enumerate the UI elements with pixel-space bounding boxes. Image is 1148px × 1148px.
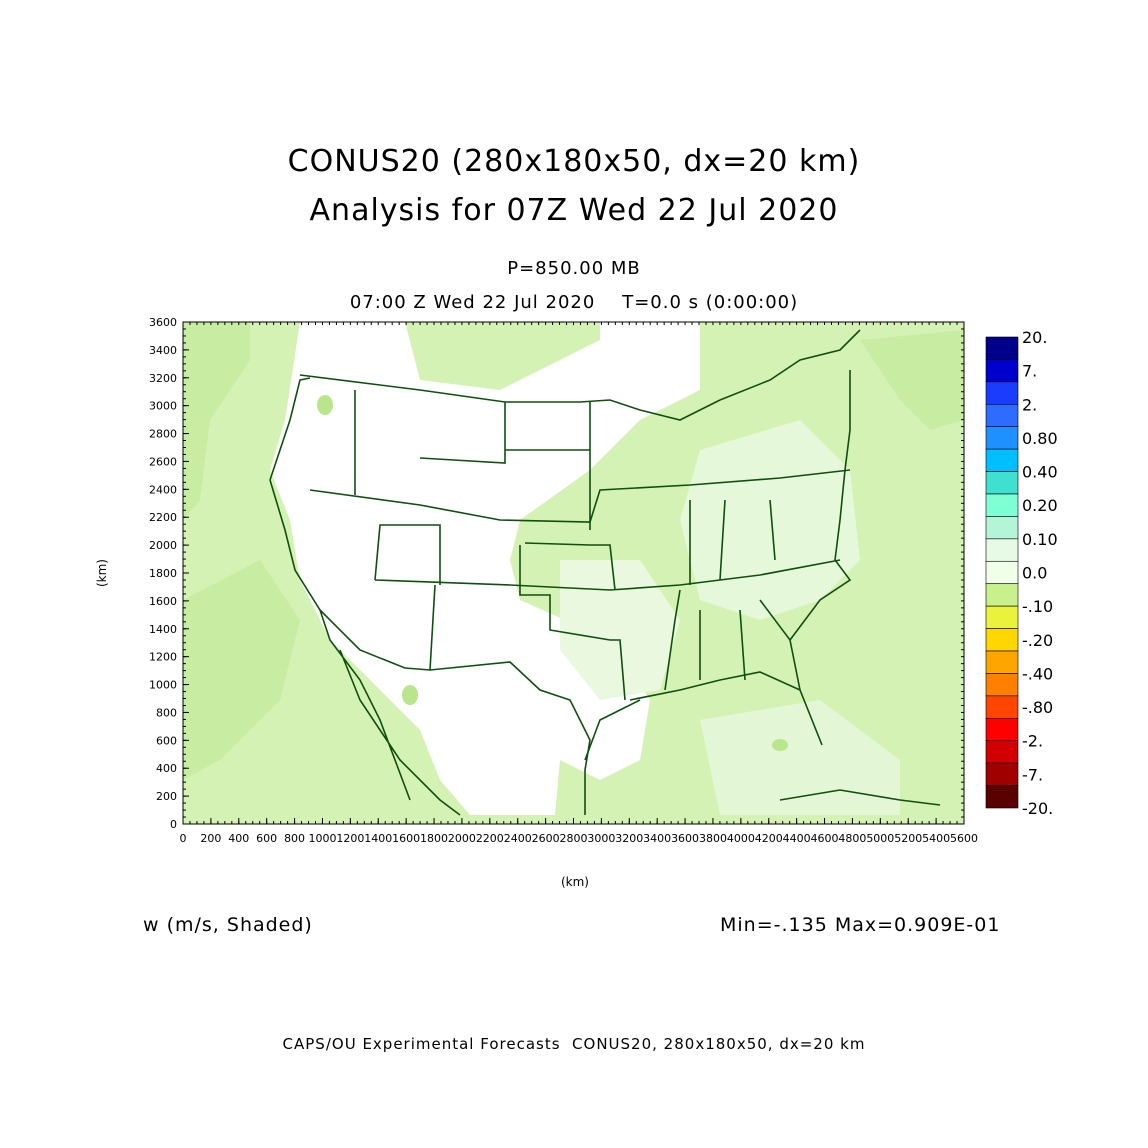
y-tick-label: 3600 <box>149 316 177 329</box>
y-tick-label: 3000 <box>149 400 177 413</box>
colorbar-swatch <box>985 448 1019 472</box>
y-tick-label: 2800 <box>149 428 177 441</box>
shaded-field <box>183 322 964 815</box>
title-line-1: CONUS20 (280x180x50, dx=20 km) <box>287 144 861 179</box>
colorbar-label: 0.40 <box>1022 463 1058 482</box>
colorbar-swatch <box>985 493 1019 517</box>
x-tick-label: 2400 <box>504 832 532 845</box>
y-tick-label: 1800 <box>149 567 177 580</box>
y-axis-label: (km) <box>95 559 109 587</box>
colorbar-swatch <box>985 785 1019 809</box>
colorbar-swatch <box>985 403 1019 428</box>
colorbar-label: -2. <box>1022 732 1043 751</box>
footer-caption: CAPS/OU Experimental Forecasts CONUS20, … <box>282 1035 866 1053</box>
colorbar-swatch <box>985 605 1019 629</box>
colorbar-label: -20. <box>1022 799 1053 818</box>
x-tick-label: 3000 <box>587 832 615 845</box>
colorbar-swatch <box>985 628 1019 652</box>
colorbar-label: 7. <box>1022 362 1037 381</box>
colorbar-swatch <box>985 516 1019 540</box>
y-tick-label: 1000 <box>149 679 177 692</box>
x-tick-label: 4000 <box>727 832 755 845</box>
title-line-2: Analysis for 07Z Wed 22 Jul 2020 <box>309 193 839 228</box>
x-tick-label: 0 <box>180 832 187 845</box>
colorbar-swatch <box>985 740 1019 764</box>
y-tick-label: 400 <box>156 762 177 775</box>
colorbar-label: -.40 <box>1022 664 1053 683</box>
x-tick-label: 3400 <box>643 832 671 845</box>
y-tick-label: 200 <box>156 790 177 803</box>
x-tick-label: 1200 <box>336 832 364 845</box>
y-tick-label: 1600 <box>149 595 177 608</box>
pressure-level: P=850.00 MB <box>507 258 641 279</box>
y-tick-label: 800 <box>156 706 177 719</box>
variable-label: w (m/s, Shaded) <box>143 914 313 936</box>
colorbar-swatch <box>985 673 1019 697</box>
x-tick-label: 5400 <box>922 832 950 845</box>
x-tick-label: 4600 <box>811 832 839 845</box>
x-tick-label: 3600 <box>671 832 699 845</box>
colorbar-swatch <box>985 359 1019 383</box>
x-tick-label: 1000 <box>308 832 336 845</box>
colorbar-label: 2. <box>1022 395 1037 414</box>
x-tick-label: 4400 <box>783 832 811 845</box>
colorbar-swatch <box>985 650 1019 674</box>
x-tick-label: 3200 <box>615 832 643 845</box>
political-boundaries <box>269 329 941 816</box>
x-tick-label: 400 <box>228 832 249 845</box>
y-tick-label: 2000 <box>149 539 177 552</box>
x-tick-label: 2000 <box>448 832 476 845</box>
x-tick-label: 4200 <box>755 832 783 845</box>
colorbar: 20. 7. 2. 0.80 0.40 0.20 0.10 0.0 -.10 -.20 -.40 -.… <box>985 328 1058 818</box>
colorbar-label: 0.10 <box>1022 530 1058 549</box>
x-tick-label: 600 <box>256 832 277 845</box>
x-tick-label: 2600 <box>532 832 560 845</box>
colorbar-swatch <box>985 762 1019 786</box>
y-tick-label: 600 <box>156 734 177 747</box>
y-tick-label: 3200 <box>149 372 177 385</box>
y-tick-label: 1400 <box>149 623 177 636</box>
colorbar-swatch <box>985 426 1019 450</box>
x-tick-label: 2200 <box>476 832 504 845</box>
x-tick-label: 3800 <box>699 832 727 845</box>
y-tick-label: 3400 <box>149 344 177 357</box>
y-tick-label: 2600 <box>149 455 177 468</box>
colorbar-label: 0.20 <box>1022 496 1058 515</box>
x-tick-label: 1800 <box>420 832 448 845</box>
x-tick-label: 200 <box>200 832 221 845</box>
colorbar-label: -.80 <box>1022 698 1053 717</box>
colorbar-label: 20. <box>1022 328 1047 347</box>
colorbar-label: 0.80 <box>1022 429 1058 448</box>
colorbar-swatch <box>985 471 1019 495</box>
y-axis: 0 200 400 600 800 1000 1200 1400 1600 1800 2000 220… <box>149 316 964 831</box>
x-tick-label: 1400 <box>364 832 392 845</box>
x-tick-label: 5600 <box>950 832 978 845</box>
x-tick-label: 800 <box>284 832 305 845</box>
x-tick-label: 1600 <box>392 832 420 845</box>
x-axis: 0 200 400 600 800 1000 1200 1400 1600 1800 2000 220… <box>180 322 978 845</box>
colorbar-swatch <box>985 695 1019 719</box>
colorbar-label: -7. <box>1022 765 1043 784</box>
colorbar-swatch <box>985 717 1019 742</box>
x-tick-label: 5200 <box>894 832 922 845</box>
x-tick-label: 5000 <box>866 832 894 845</box>
colorbar-swatch <box>985 538 1019 562</box>
colorbar-swatch <box>985 583 1019 607</box>
colorbar-swatch <box>985 560 1019 585</box>
colorbar-swatch <box>985 336 1019 360</box>
y-tick-label: 1200 <box>149 651 177 664</box>
valid-time: 07:00 Z Wed 22 Jul 2020 T=0.0 s (0:00:00… <box>349 292 799 313</box>
x-tick-label: 2800 <box>560 832 588 845</box>
colorbar-label: 0.0 <box>1022 564 1047 583</box>
colorbar-label: -.20 <box>1022 631 1053 650</box>
min-max-label: Min=-.135 Max=0.909E-01 <box>720 914 1001 936</box>
x-tick-label: 4800 <box>838 832 866 845</box>
y-tick-label: 0 <box>170 818 177 831</box>
y-tick-label: 2200 <box>149 511 177 524</box>
x-axis-label: (km) <box>561 875 589 889</box>
y-tick-label: 2400 <box>149 483 177 496</box>
colorbar-label: -.10 <box>1022 597 1053 616</box>
colorbar-swatch <box>985 381 1019 405</box>
